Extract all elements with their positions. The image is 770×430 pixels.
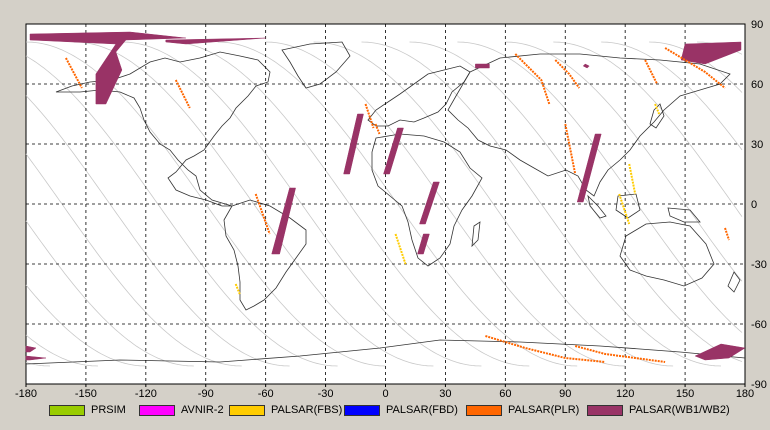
world-map[interactable]: -180 -150 -120 -90 -60 -30 0 30 60 90 120 150 180 90 6…	[0, 0, 770, 397]
x-tick-label: -150	[75, 388, 97, 397]
track-palsar-fbs	[394, 233, 407, 265]
x-tick-label: 90	[559, 388, 571, 397]
x-tick-label: 120	[616, 388, 634, 397]
x-tick-label: 0	[382, 388, 388, 397]
track-palsar-fbs	[618, 193, 631, 225]
y-tick-label: -30	[751, 259, 767, 271]
y-tick-label: 0	[751, 199, 757, 211]
swath-palsar-wb	[271, 187, 296, 255]
swath-palsar-wb	[29, 31, 186, 105]
track-palsar-plr	[514, 53, 551, 105]
legend-swatch-palsar-fbs	[229, 404, 265, 416]
south-america-coast	[223, 199, 307, 311]
madagascar-coast	[471, 221, 481, 248]
x-tick-label: 150	[676, 388, 694, 397]
track-palsar-plr	[644, 59, 658, 85]
y-tick-label: 60	[751, 79, 763, 91]
legend-item-palsar-fbs: PALSAR(FBS)	[229, 403, 342, 417]
orbit-track	[121, 41, 482, 367]
orbit-track	[73, 41, 434, 367]
y-tick-label: 90	[751, 19, 763, 31]
orbit-track	[25, 41, 743, 367]
x-tick-label: -60	[258, 388, 274, 397]
legend: PRSIM AVNIR-2 PALSAR(FBS) PALSAR(FBD) PA…	[0, 397, 770, 421]
greenland-coast	[281, 41, 351, 89]
legend-label-prsim: PRSIM	[91, 404, 126, 416]
track-palsar-fbs	[654, 103, 661, 115]
legend-swatch-avnir2	[139, 404, 175, 416]
swath-palsar-wb	[25, 345, 37, 353]
track-palsar-plr	[254, 193, 271, 235]
track-palsar-plr	[364, 103, 375, 129]
track-palsar-plr	[574, 345, 666, 363]
antarctica-coast	[25, 339, 746, 365]
track-palsar-plr	[65, 57, 83, 89]
lat-lon-grid	[26, 24, 745, 384]
legend-item-prsim: PRSIM	[49, 403, 126, 417]
legend-label-palsar-wb: PALSAR(WB1/WB2)	[629, 404, 730, 416]
axis-ticks: -180 -150 -120 -90 -60 -30 0 30 60 90 120 150 180 90 6…	[15, 19, 767, 397]
orbit-track	[361, 41, 722, 367]
track-palsar-plr	[374, 123, 381, 135]
legend-item-palsar-plr: PALSAR(PLR)	[466, 403, 579, 417]
new-zealand-coast	[727, 271, 741, 293]
track-palsar-plr	[724, 227, 730, 241]
asia-coast	[447, 53, 731, 197]
track-palsar-plr	[174, 79, 191, 109]
new-guinea-coast	[667, 207, 701, 223]
swath-palsar-wb	[25, 355, 47, 361]
borneo-coast	[615, 193, 641, 219]
y-tick-label: -60	[751, 319, 767, 331]
coastlines	[25, 41, 746, 365]
japan-coast	[649, 103, 665, 129]
swath-palsar-wb	[576, 133, 602, 203]
swath-palsar-wb	[694, 343, 746, 361]
track-palsar-fbs	[234, 283, 241, 295]
swath-palsar-wb	[419, 181, 440, 225]
legend-item-avnir2: AVNIR-2	[139, 403, 224, 417]
y-tick-label: 30	[751, 139, 763, 151]
palsar-swaths	[25, 31, 746, 363]
legend-swatch-palsar-wb	[587, 404, 623, 416]
swath-palsar-wb	[582, 63, 590, 69]
x-tick-label: -30	[318, 388, 334, 397]
x-tick-label: -180	[15, 388, 37, 397]
track-palsar-plr	[664, 47, 726, 89]
track-palsar-plr	[485, 335, 606, 363]
swath-palsar-wb	[475, 63, 490, 69]
swath-palsar-wb	[417, 233, 430, 255]
track-palsar-plr	[564, 123, 577, 175]
track-palsar-plr	[554, 59, 581, 89]
legend-swatch-palsar-plr	[466, 404, 502, 416]
australia-coast	[619, 221, 715, 287]
track-palsar-fbs	[628, 163, 637, 195]
swath-palsar-wb	[383, 127, 404, 175]
legend-label-palsar-fbd: PALSAR(FBD)	[386, 404, 458, 416]
x-tick-label: 30	[439, 388, 451, 397]
legend-item-palsar-fbd: PALSAR(FBD)	[344, 403, 458, 417]
orbit-track	[217, 41, 578, 367]
swath-palsar-wb	[165, 37, 266, 45]
north-america-coast	[55, 51, 271, 207]
x-tick-label: -90	[198, 388, 214, 397]
x-tick-label: 180	[736, 388, 754, 397]
orbit-track	[169, 41, 530, 367]
legend-label-avnir2: AVNIR-2	[181, 404, 224, 416]
legend-item-palsar-wb: PALSAR(WB1/WB2)	[587, 403, 730, 417]
swath-palsar-wb	[343, 113, 364, 175]
legend-swatch-palsar-fbd	[344, 404, 380, 416]
legend-label-palsar-fbs: PALSAR(FBS)	[271, 404, 343, 416]
y-tick-label: -90	[751, 379, 767, 391]
legend-swatch-prsim	[49, 404, 85, 416]
africa-coast	[371, 133, 483, 267]
x-tick-label: -120	[135, 388, 157, 397]
legend-label-palsar-plr: PALSAR(PLR)	[508, 404, 580, 416]
x-tick-label: 60	[499, 388, 511, 397]
orbit-track	[313, 41, 674, 367]
